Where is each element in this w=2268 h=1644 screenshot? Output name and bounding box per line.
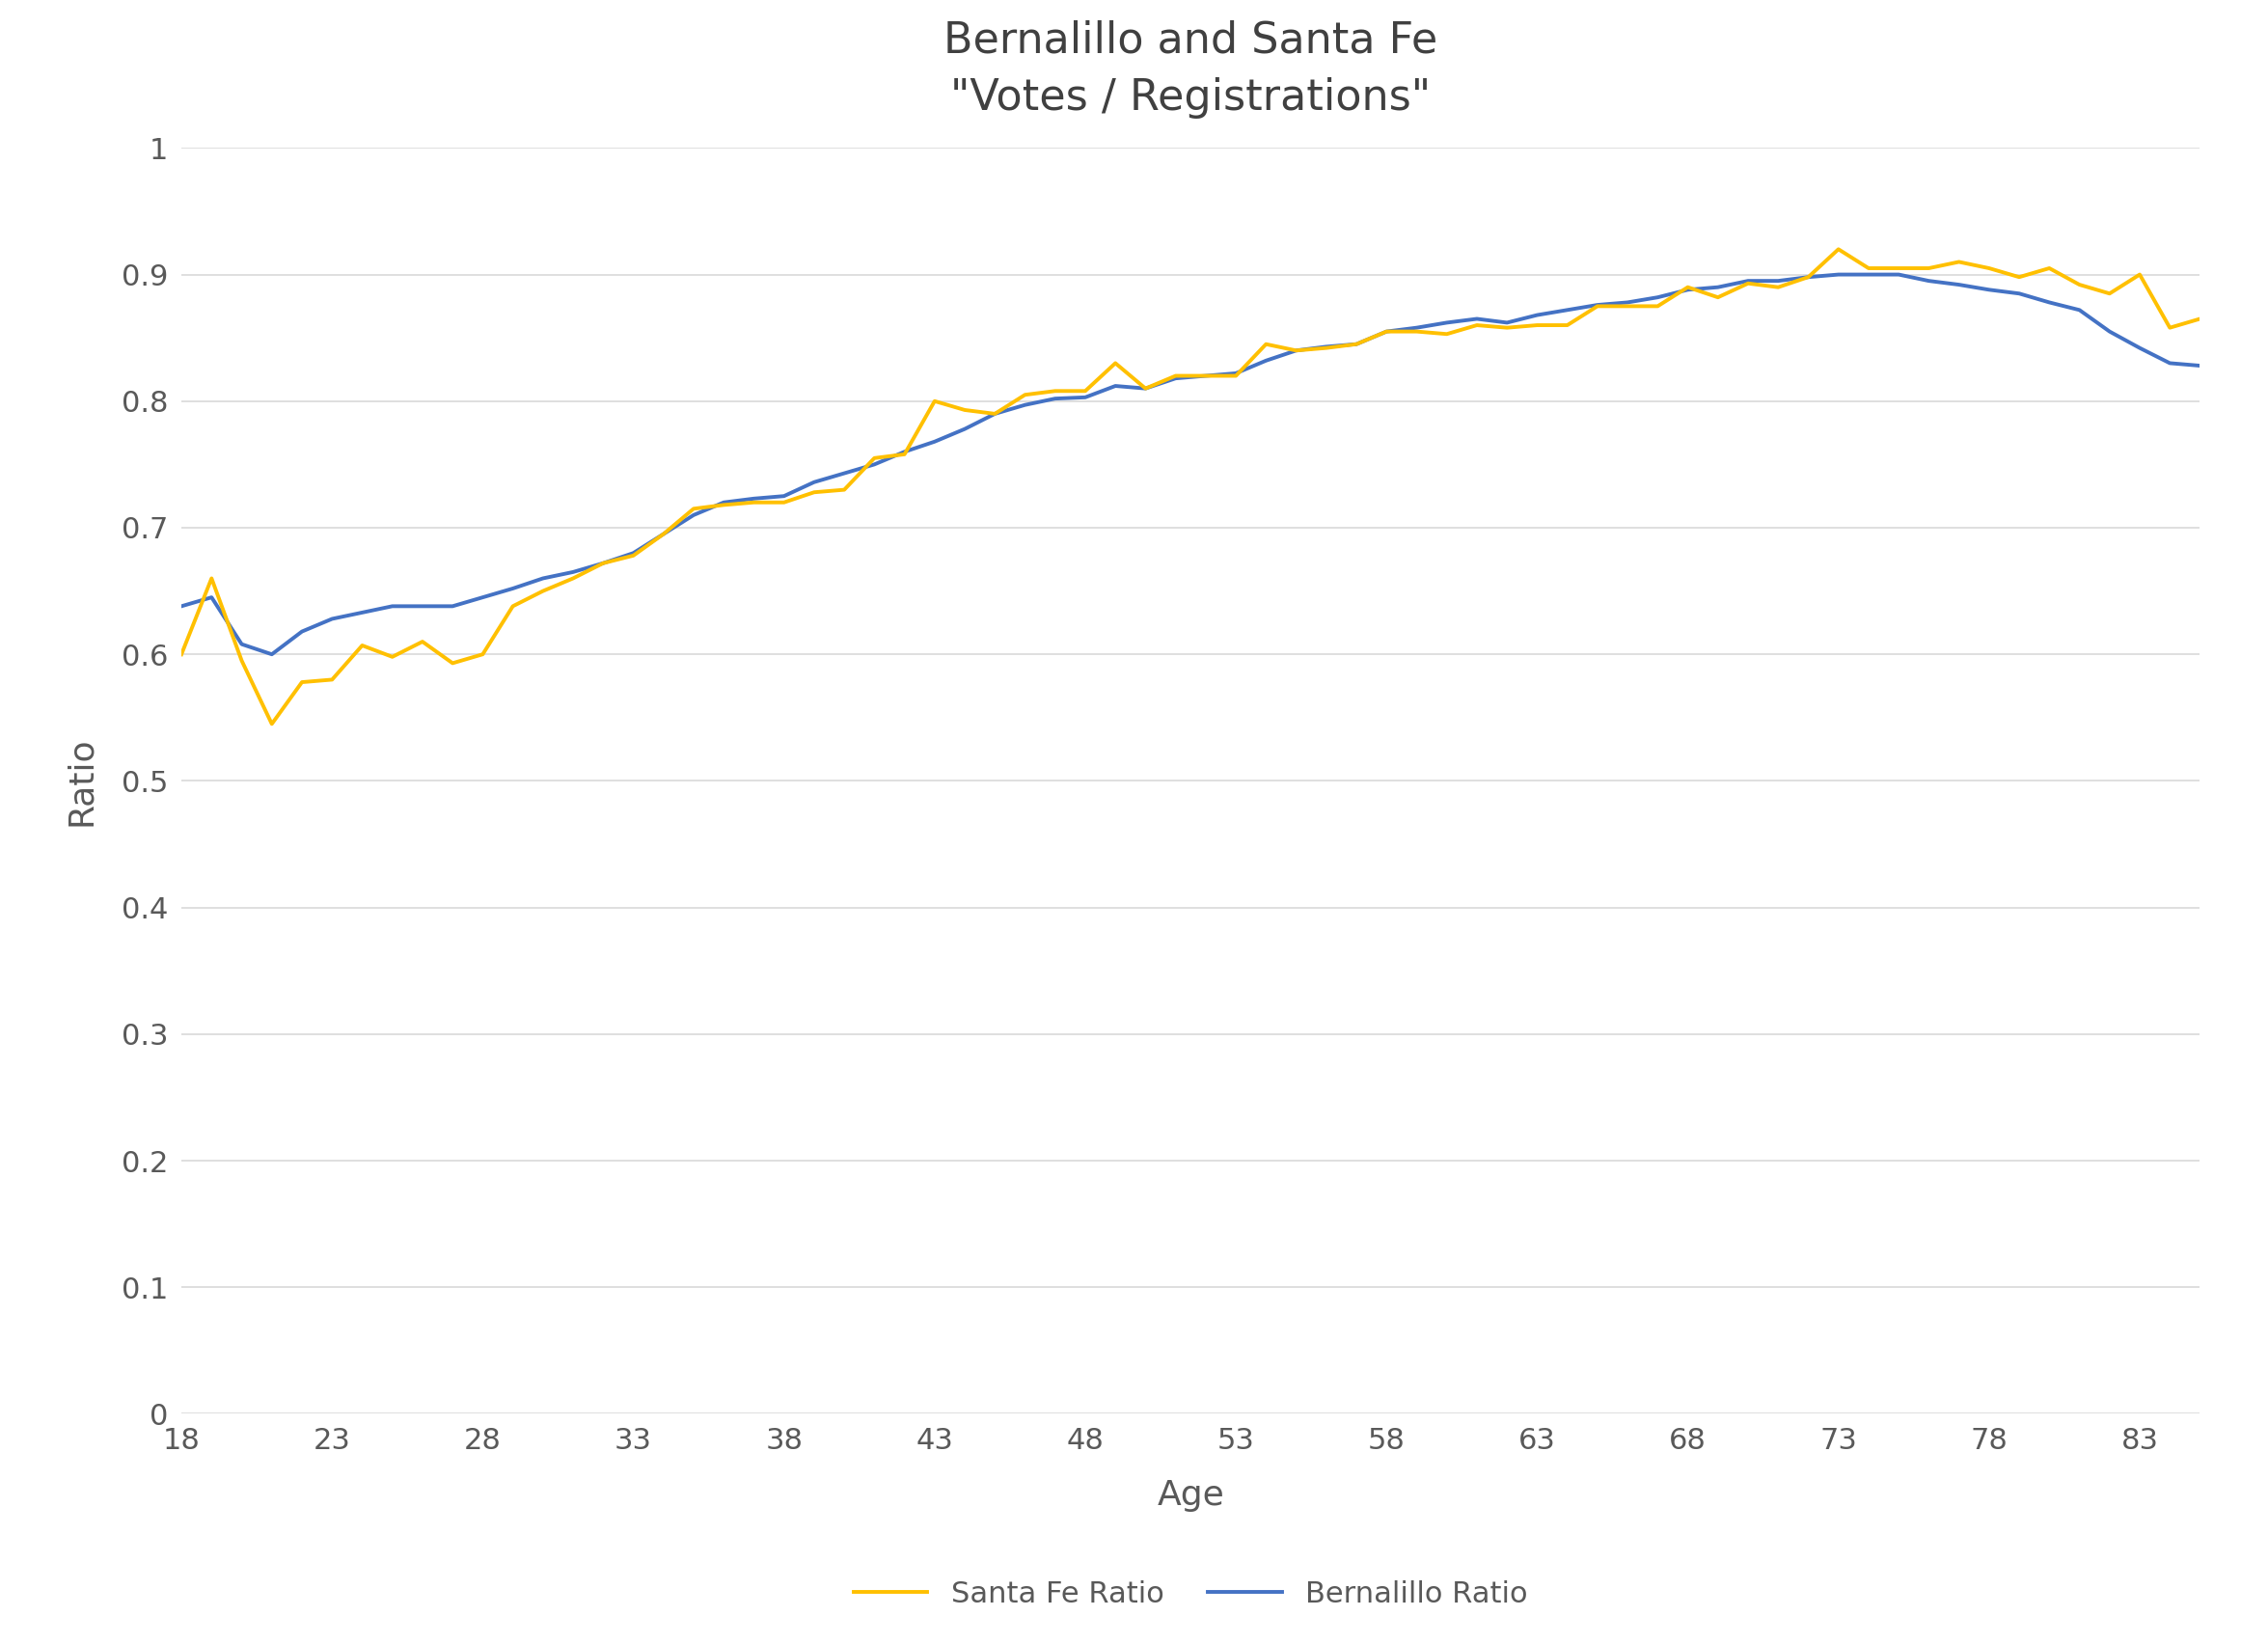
- Bernalillo Ratio: [1826, 265, 1853, 284]
- Bernalillo Ratio: [1554, 301, 1581, 321]
- Legend: Santa Fe Ratio, Bernalillo Ratio: Santa Fe Ratio, Bernalillo Ratio: [853, 1580, 1529, 1608]
- Bernalillo Ratio: [168, 597, 195, 616]
- Santa Fe Ratio: [1826, 240, 1853, 260]
- Bernalillo Ratio: [259, 644, 286, 664]
- Santa Fe Ratio: [2066, 275, 2093, 294]
- Line: Santa Fe Ratio: Santa Fe Ratio: [181, 250, 2200, 723]
- Santa Fe Ratio: [1794, 268, 1821, 288]
- Santa Fe Ratio: [259, 713, 286, 733]
- Santa Fe Ratio: [168, 644, 195, 664]
- Bernalillo Ratio: [2186, 355, 2214, 375]
- Santa Fe Ratio: [1644, 296, 1672, 316]
- Santa Fe Ratio: [2037, 258, 2064, 278]
- Bernalillo Ratio: [2066, 301, 2093, 321]
- Bernalillo Ratio: [2037, 293, 2064, 312]
- Bernalillo Ratio: [2005, 284, 2032, 304]
- Santa Fe Ratio: [1554, 316, 1581, 335]
- Santa Fe Ratio: [2005, 268, 2032, 288]
- X-axis label: Age: Age: [1157, 1480, 1225, 1512]
- Bernalillo Ratio: [1644, 288, 1672, 307]
- Line: Bernalillo Ratio: Bernalillo Ratio: [181, 275, 2200, 654]
- Santa Fe Ratio: [2186, 309, 2214, 329]
- Title: Bernalillo and Santa Fe
"Votes / Registrations": Bernalillo and Santa Fe "Votes / Registr…: [943, 20, 1438, 118]
- Bernalillo Ratio: [1794, 268, 1821, 288]
- Y-axis label: Ratio: Ratio: [64, 737, 98, 825]
